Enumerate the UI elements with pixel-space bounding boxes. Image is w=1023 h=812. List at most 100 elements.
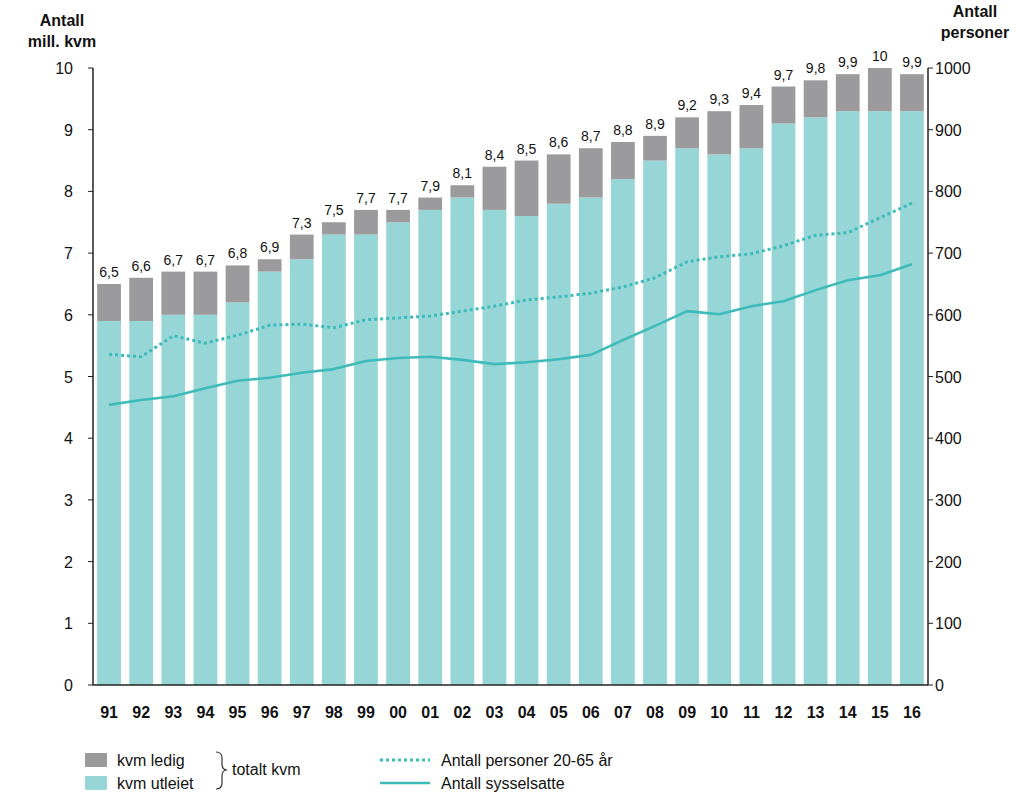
total-label: 8,5 (517, 141, 537, 157)
y2-tick-label: 800 (935, 183, 962, 200)
total-label: 7,7 (356, 190, 376, 206)
y2-tick-label: 400 (935, 430, 962, 447)
x-tick-label: 13 (807, 704, 825, 721)
total-label: 9,7 (774, 67, 794, 83)
y2-tick (928, 191, 933, 192)
bar-segment (579, 198, 603, 685)
bar-segment (836, 111, 860, 685)
bar-segment (161, 315, 185, 685)
y2-tick-label: 0 (935, 677, 944, 694)
x-tick-label: 92 (132, 704, 150, 721)
total-label: 10 (872, 48, 888, 64)
total-label: 6,5 (99, 264, 119, 280)
total-label: 6,7 (196, 252, 216, 268)
y-tick (88, 499, 93, 500)
legend-label: Antall sysselsatte (441, 775, 565, 792)
bar-segment (643, 161, 667, 685)
y2-tick (928, 623, 933, 624)
bar-segment (290, 235, 314, 260)
x-tick-label: 91 (100, 704, 118, 721)
line-series (109, 203, 912, 357)
legend-line (380, 782, 430, 785)
total-label: 8,4 (485, 147, 505, 163)
y-tick (88, 68, 93, 69)
line-series (109, 264, 912, 405)
total-label: 6,8 (228, 245, 248, 261)
y-tick-label: 3 (64, 492, 73, 509)
y-tick-label: 10 (55, 60, 73, 77)
bar-segment (836, 74, 860, 111)
y-tick (88, 314, 93, 315)
y-tick-label: 7 (64, 245, 73, 262)
y-tick-label: 0 (64, 677, 73, 694)
total-label: 8,6 (549, 134, 569, 150)
x-tick-label: 99 (357, 704, 375, 721)
y2-axis-title: personer (941, 24, 1009, 41)
x-tick-label: 96 (261, 704, 279, 721)
bar-segment (868, 111, 892, 685)
y-tick-label: 4 (64, 430, 73, 447)
y-tick (88, 191, 93, 192)
y-tick-label: 9 (64, 122, 73, 139)
bar-segment (611, 142, 635, 179)
x-tick-label: 12 (775, 704, 793, 721)
legend-group-label: totalt kvm (232, 761, 300, 778)
x-axis-line (93, 684, 928, 686)
total-label: 8,1 (453, 165, 473, 181)
total-label: 7,3 (292, 215, 312, 231)
legend-swatch (85, 776, 107, 790)
y2-tick-label: 600 (935, 307, 962, 324)
bar-segment (322, 235, 346, 685)
total-label: 8,8 (613, 122, 633, 138)
y2-tick (928, 376, 933, 377)
bar-segment (868, 68, 892, 111)
total-label: 9,3 (710, 91, 730, 107)
bar-segment (194, 272, 218, 315)
y-tick-label: 2 (64, 554, 73, 571)
y2-tick (928, 561, 933, 562)
x-tick-label: 09 (678, 704, 696, 721)
bar-segment (226, 265, 250, 302)
x-tick-label: 06 (582, 704, 600, 721)
y2-tick (928, 253, 933, 254)
y2-tick-label: 500 (935, 369, 962, 386)
x-tick-label: 15 (871, 704, 889, 721)
y2-tick-label: 1000 (935, 60, 971, 77)
y2-tick (928, 68, 933, 69)
x-tick-label: 08 (646, 704, 664, 721)
y-tick-label: 1 (64, 615, 73, 632)
x-tick-label: 00 (389, 704, 407, 721)
bar-segment (354, 210, 378, 235)
bar-segment (129, 321, 153, 685)
chart: 6,56,66,76,76,86,97,37,57,77,77,98,18,48… (0, 0, 1023, 812)
y2-tick (928, 499, 933, 500)
bar-segment (707, 154, 731, 685)
total-label: 9,9 (902, 54, 922, 70)
x-tick-label: 95 (229, 704, 247, 721)
y2-tick-label: 200 (935, 554, 962, 571)
y-tick (88, 561, 93, 562)
y-axis-title: mill. kvm (28, 33, 96, 50)
x-tick-label: 04 (518, 704, 536, 721)
x-tick-label: 94 (197, 704, 215, 721)
bar-segment (611, 179, 635, 685)
bar-segment (804, 117, 828, 685)
bar-segment (772, 87, 796, 124)
total-label: 6,9 (260, 239, 280, 255)
bar-segment (579, 148, 603, 197)
bar-segment (450, 198, 474, 685)
legend-brace (216, 752, 227, 789)
y-tick (88, 253, 93, 254)
x-tick-label: 07 (614, 704, 632, 721)
y2-tick-label: 700 (935, 245, 962, 262)
y-tick (88, 376, 93, 377)
y-tick (88, 685, 93, 686)
bar-segment (386, 222, 410, 685)
total-label: 9,8 (806, 60, 826, 76)
y-tick-label: 6 (64, 307, 73, 324)
total-label: 7,7 (388, 190, 408, 206)
bar-segment (226, 302, 250, 685)
bar-segment (483, 167, 507, 210)
bar-segment (418, 210, 442, 685)
bar-segment (515, 216, 539, 685)
